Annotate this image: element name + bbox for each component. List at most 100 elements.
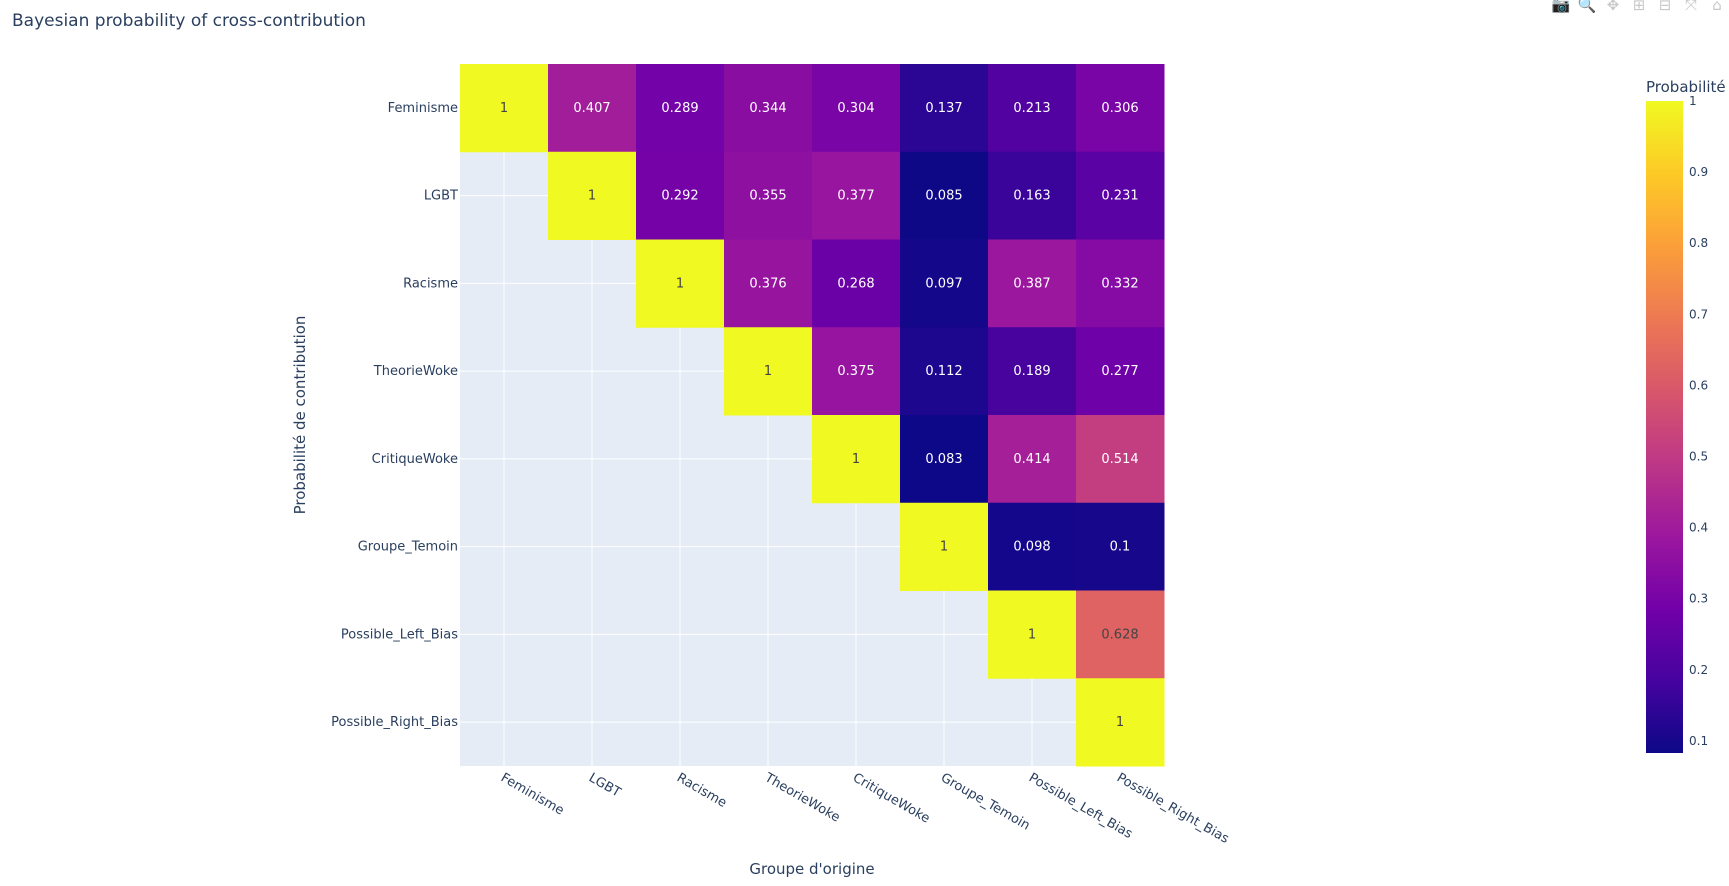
heatmap-cell[interactable] (900, 151, 989, 240)
heatmap-cell[interactable] (1076, 415, 1165, 504)
heatmap-cell[interactable] (812, 151, 901, 240)
heatmap-cell[interactable] (724, 239, 813, 328)
cell-value-label: 0.292 (661, 189, 698, 204)
cell-value-label: 0.306 (1101, 101, 1138, 116)
heatmap-cell[interactable] (1076, 151, 1165, 240)
cell-value-label: 0.189 (1013, 364, 1050, 379)
home-icon[interactable]: ⌂ (1712, 0, 1722, 14)
cell-value-label: 0.085 (925, 189, 962, 204)
heatmap-cell[interactable] (988, 151, 1077, 240)
heatmap-cell[interactable] (1076, 678, 1165, 767)
heatmap-cells[interactable] (460, 64, 1165, 767)
cell-value-label: 0.376 (749, 276, 786, 291)
pan-icon[interactable]: ✥ (1606, 0, 1620, 14)
zoom-in-icon[interactable]: ⊞ (1632, 0, 1646, 14)
heatmap-cell[interactable] (636, 151, 725, 240)
cell-value-label: 0.355 (749, 189, 786, 204)
heatmap-cell[interactable] (988, 327, 1077, 416)
zoom-out-icon[interactable]: ⊟ (1658, 0, 1672, 14)
heatmap-cell[interactable] (724, 64, 813, 153)
x-tick-label: Racisme (674, 770, 729, 810)
cell-value-label: 0.163 (1013, 189, 1050, 204)
camera-icon[interactable]: 📷 (1551, 0, 1571, 14)
x-tick-label: Groupe_Temoin (938, 770, 1032, 833)
y-axis-ticks: Feminisme LGBT Racisme TheorieWoke CritiqueW… (331, 101, 458, 730)
heatmap-cell[interactable] (548, 151, 637, 240)
heatmap-cell[interactable] (900, 327, 989, 416)
cell-value-label: 0.083 (925, 452, 962, 467)
heatmap-cell[interactable] (988, 239, 1077, 328)
heatmap-cell[interactable] (900, 502, 989, 591)
y-tick-label: Possible_Left_Bias (341, 627, 458, 642)
colorbar-tick-label: 0.7 (1689, 307, 1708, 321)
cell-value-label: 1 (940, 540, 948, 555)
x-tick-label: Possible_Right_Bias (1114, 770, 1232, 847)
colorbar-tick-label: 0.9 (1689, 165, 1708, 179)
y-tick-label: CritiqueWoke (372, 452, 458, 467)
colorbar-tick-label: 0.6 (1689, 378, 1708, 392)
heatmap-cell[interactable] (988, 64, 1077, 153)
colorbar-tick-label: 0.5 (1689, 450, 1708, 464)
cell-value-label: 0.344 (749, 101, 786, 116)
cell-value-label: 1 (1116, 715, 1124, 730)
cell-value-label: 1 (676, 276, 684, 291)
heatmap-cell[interactable] (1076, 327, 1165, 416)
y-tick-label: Racisme (403, 276, 458, 291)
heatmap-cell[interactable] (548, 64, 637, 153)
heatmap-cell[interactable] (724, 327, 813, 416)
colorbar[interactable] (1646, 101, 1683, 753)
cell-value-label: 0.375 (837, 364, 874, 379)
heatmap-cell[interactable] (1076, 502, 1165, 591)
x-axis-ticks: Feminisme LGBT Racisme TheorieWoke CritiqueW… (498, 770, 1232, 847)
heatmap-cell[interactable] (812, 64, 901, 153)
cell-value-label: 0.407 (573, 101, 610, 116)
cell-value-label: 1 (852, 452, 860, 467)
cell-value-label: 0.514 (1101, 452, 1138, 467)
x-tick-label: Feminisme (498, 770, 566, 818)
y-tick-label: TheorieWoke (373, 364, 458, 379)
heatmap-cell[interactable] (1076, 239, 1165, 328)
heatmap-cell[interactable] (812, 415, 901, 504)
x-axis-title: Groupe d'origine (749, 860, 874, 878)
cell-value-label: 0.387 (1013, 276, 1050, 291)
y-tick-label: Possible_Right_Bias (331, 715, 458, 730)
cell-value-label: 0.098 (1013, 540, 1050, 555)
cell-value-label: 1 (1028, 627, 1036, 642)
cell-value-label: 0.377 (837, 189, 874, 204)
zoom-icon[interactable]: 🔍 (1577, 0, 1597, 14)
heatmap-cell[interactable] (636, 239, 725, 328)
heatmap-cell[interactable] (900, 239, 989, 328)
colorbar-tick-label: 0.3 (1689, 592, 1708, 606)
heatmap-cell[interactable] (1076, 590, 1165, 679)
cell-value-label: 0.213 (1013, 101, 1050, 116)
heatmap-cell[interactable] (724, 151, 813, 240)
heatmap-cell[interactable] (1076, 64, 1165, 153)
heatmap-cell[interactable] (988, 502, 1077, 591)
colorbar-ticks: 0.1 0.2 0.3 0.4 0.5 0.6 0.7 0.8 0.9 1 (1689, 94, 1708, 748)
heatmap-cell[interactable] (812, 239, 901, 328)
colorbar-tick-label: 0.8 (1689, 236, 1708, 250)
heatmap-cell[interactable] (988, 415, 1077, 504)
heatmap-cell[interactable] (988, 590, 1077, 679)
heatmap-cell[interactable] (812, 327, 901, 416)
x-tick-label: CritiqueWoke (850, 770, 932, 826)
cell-value-label: 0.332 (1101, 276, 1138, 291)
y-axis-title: Probabilité de contribution (291, 316, 309, 515)
heatmap-cell[interactable] (900, 64, 989, 153)
colorbar-tick-label: 1 (1689, 94, 1697, 108)
heatmap-cell[interactable] (900, 415, 989, 504)
modebar-toolbar: 📷 🔍 ✥ ⊞ ⊟ ⤧ ⌂ (1549, 0, 1729, 14)
cell-value-label: 0.137 (925, 101, 962, 116)
x-tick-label: TheorieWoke (761, 770, 842, 826)
cell-value-label: 1 (500, 101, 508, 116)
cell-value-label: 0.231 (1101, 189, 1138, 204)
y-tick-label: LGBT (424, 189, 458, 204)
cell-value-label: 0.289 (661, 101, 698, 116)
cell-value-label: 1 (588, 189, 596, 204)
heatmap-cell[interactable] (460, 64, 549, 153)
autoscale-icon[interactable]: ⤧ (1684, 0, 1697, 14)
colorbar-title: Probabilité (1646, 78, 1726, 96)
heatmap-cell[interactable] (636, 64, 725, 153)
colorbar-tick-label: 0.1 (1689, 734, 1708, 748)
